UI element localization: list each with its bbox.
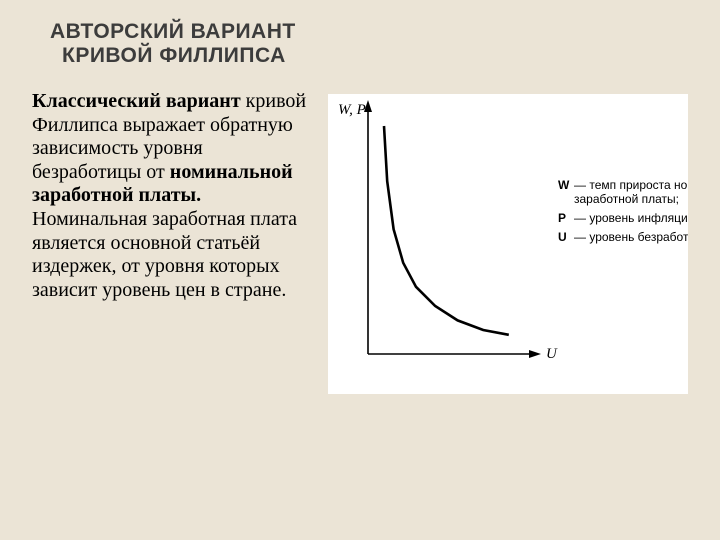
body-text: Классический вариант кривой Филлипса выр… [32, 90, 310, 302]
legend-p-txt: — уровень инфляции; [574, 211, 688, 225]
legend-w-txt-2: заработной платы; [574, 192, 679, 206]
slide: АВТОРСКИЙ ВАРИАНТ КРИВОЙ ФИЛЛИПСА Класси… [0, 0, 720, 540]
body-plain-2: Номинальная заработная плата является ос… [32, 208, 297, 301]
title-block: АВТОРСКИЙ ВАРИАНТ КРИВОЙ ФИЛЛИПСА [50, 20, 688, 68]
chart-bg [328, 94, 688, 394]
legend-w-sym: W [558, 178, 570, 192]
body-bold-1: Классический вариант [32, 90, 241, 112]
title-line-2: КРИВОЙ ФИЛЛИПСА [62, 44, 688, 68]
x-axis-label: U [546, 346, 558, 362]
legend: W — темп прироста номинальной заработной… [558, 178, 688, 244]
chart-column: W, P U W — темп прироста номинальной зар… [328, 90, 688, 394]
phillips-curve-chart: W, P U W — темп прироста номинальной зар… [328, 94, 688, 394]
legend-u-sym: U [558, 230, 567, 244]
y-axis-label: W, P [338, 102, 366, 118]
legend-u-txt: — уровень безработицы в % [574, 230, 688, 244]
legend-p-sym: P [558, 211, 566, 225]
title-line-1: АВТОРСКИЙ ВАРИАНТ [50, 20, 688, 44]
content-row: Классический вариант кривой Филлипса выр… [32, 90, 688, 394]
legend-w-txt-1: — темп прироста номинальной [574, 178, 688, 192]
